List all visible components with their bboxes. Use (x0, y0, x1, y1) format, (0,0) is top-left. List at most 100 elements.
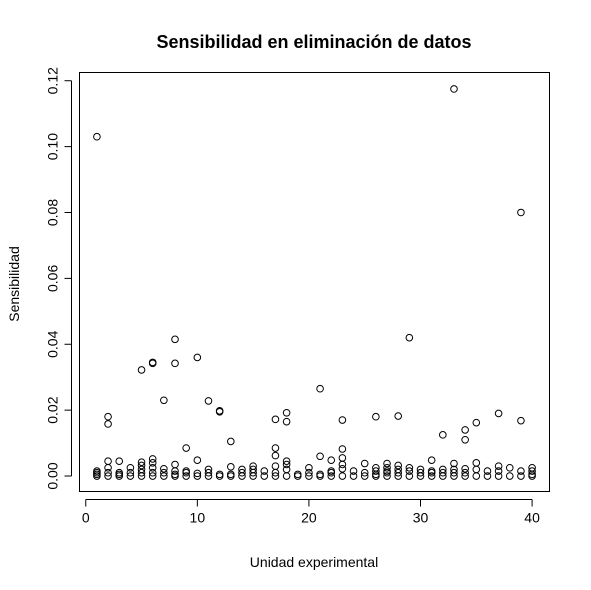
x-tick-label: 0 (82, 510, 90, 526)
data-point (215, 407, 224, 416)
data-point (104, 468, 112, 477)
data-point (394, 461, 402, 470)
data-point (282, 465, 291, 474)
data-point (394, 412, 402, 420)
data-point (282, 457, 291, 465)
data-point (405, 467, 414, 475)
data-point (439, 431, 447, 439)
data-point (171, 359, 179, 368)
data-point (227, 472, 235, 480)
data-point (215, 472, 224, 480)
data-point (372, 467, 380, 475)
y-tick-label: 0.12 (45, 67, 61, 94)
data-point (372, 472, 380, 480)
data-point (260, 472, 269, 480)
data-point (383, 459, 391, 468)
data-point (249, 468, 257, 477)
data-point (305, 468, 313, 477)
x-tick-label: 30 (413, 510, 429, 526)
data-point (160, 472, 168, 480)
data-point (137, 458, 146, 466)
x-axis-label: Unidad experimental (250, 554, 378, 570)
data-point (349, 472, 358, 480)
data-point (505, 472, 514, 480)
data-point (427, 456, 436, 465)
data-point (450, 85, 458, 93)
data-point (394, 472, 402, 480)
data-point (450, 468, 458, 477)
data-point (193, 456, 202, 465)
data-point (517, 472, 525, 480)
data-point (494, 409, 503, 418)
data-point (137, 472, 146, 480)
y-axis-label: Sensibilidad (6, 246, 22, 322)
data-point (160, 396, 168, 405)
data-point (405, 472, 414, 480)
data-point (338, 445, 347, 453)
data-point (193, 353, 202, 362)
data-point (439, 468, 447, 477)
data-point (316, 384, 324, 393)
data-point (316, 452, 324, 461)
data-point (227, 437, 235, 446)
data-point (305, 463, 313, 472)
data-point (528, 467, 536, 475)
data-point (305, 472, 313, 480)
data-point (472, 472, 481, 480)
data-point (461, 472, 469, 480)
data-point (193, 469, 202, 478)
data-point (461, 464, 469, 473)
data-point (282, 460, 291, 469)
data-point (327, 456, 336, 465)
data-point (171, 467, 179, 475)
data-point (271, 444, 280, 452)
data-point (461, 468, 469, 477)
data-point (115, 472, 124, 480)
data-point (505, 463, 514, 472)
data-point (461, 435, 469, 444)
data-point (104, 457, 112, 465)
y-tick-label: 0.10 (45, 133, 61, 160)
x-tick-label: 40 (524, 510, 540, 526)
chart-title: Sensibilidad en eliminación de datos (156, 32, 471, 52)
data-point (472, 465, 481, 474)
data-point (182, 468, 190, 477)
data-point (148, 463, 157, 472)
data-point (193, 472, 202, 480)
data-point (372, 412, 380, 421)
data-point (338, 460, 347, 469)
data-point (338, 472, 347, 480)
data-point (282, 408, 291, 417)
data-point (517, 208, 525, 217)
data-point (271, 415, 280, 424)
data-point (271, 462, 280, 470)
data-point (171, 460, 179, 469)
data-point (494, 462, 503, 470)
data-point (338, 454, 347, 462)
data-point (148, 468, 157, 477)
data-point (238, 468, 246, 477)
data-point (137, 461, 146, 470)
data-point (115, 457, 124, 465)
x-tick-label: 20 (301, 510, 317, 526)
data-point (517, 416, 525, 425)
data-point (148, 359, 157, 368)
data-point (517, 467, 525, 475)
data-point (104, 412, 112, 421)
data-point (416, 468, 425, 477)
y-tick-label: 0.02 (45, 396, 61, 423)
data-point (104, 420, 112, 428)
data-point (405, 333, 414, 342)
data-point (349, 467, 358, 475)
data-point (271, 472, 280, 480)
data-point (148, 472, 157, 480)
data-point (483, 472, 492, 480)
data-point (360, 459, 369, 468)
data-point (528, 472, 536, 480)
data-point (148, 455, 157, 463)
data-point (383, 468, 391, 477)
data-point (383, 472, 391, 480)
data-point (126, 463, 135, 472)
data-point (182, 444, 190, 452)
